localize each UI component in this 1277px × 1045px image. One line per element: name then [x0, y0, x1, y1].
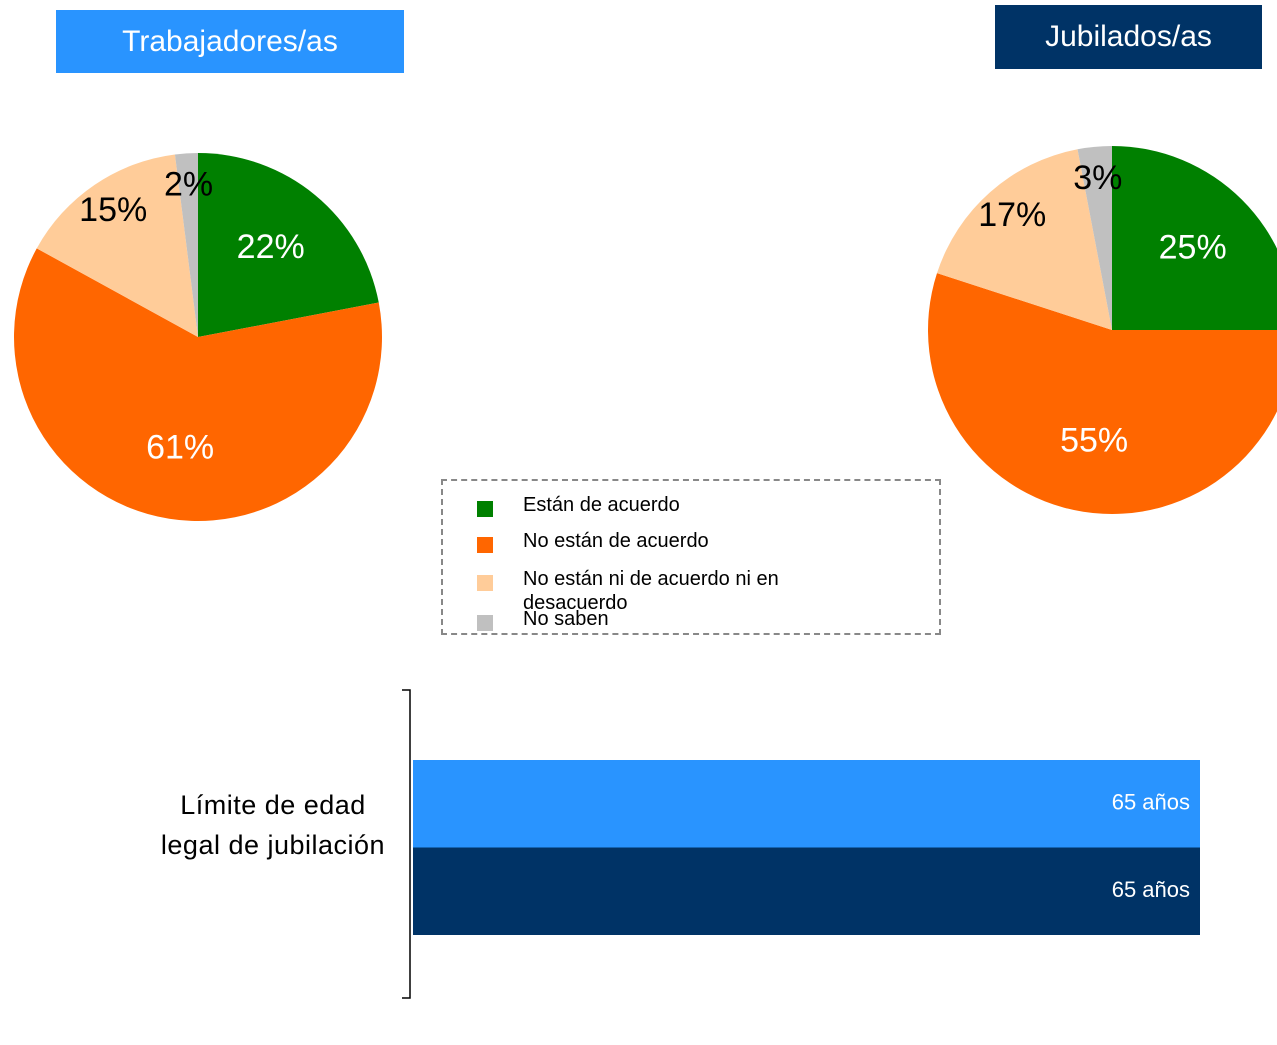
pie-slice — [1112, 146, 1277, 330]
legend-label: No están de acuerdo — [523, 530, 709, 552]
legend: Están de acuerdo No están de acuerdo No es… — [441, 479, 941, 635]
data-label: 17% — [978, 196, 1046, 234]
legend-label: Están de acuerdo — [523, 494, 680, 516]
pie-slice — [13, 248, 382, 521]
pie-slice — [937, 149, 1112, 330]
chart-title: Trabajadores/as — [56, 10, 404, 73]
legend-label: No están ni de acuerdo ni en desacuerdo — [523, 568, 779, 614]
legend-swatch — [477, 501, 493, 517]
pie-slice — [36, 154, 199, 337]
data-label: 2% — [164, 165, 213, 203]
data-label: 65 años — [1112, 877, 1190, 902]
pie-slice — [1077, 146, 1112, 330]
data-label: 15% — [79, 191, 147, 229]
legend-swatch — [477, 575, 493, 591]
data-label: 3% — [1073, 159, 1122, 197]
legend-swatch — [477, 615, 493, 631]
category-label: Límite de edad legal de jubilación — [160, 790, 386, 860]
data-label: 61% — [146, 429, 214, 467]
bar — [413, 847, 1200, 935]
legend-swatch — [477, 537, 493, 553]
data-label: 22% — [237, 228, 305, 266]
pie-slice — [174, 153, 198, 337]
data-label: 25% — [1159, 228, 1227, 266]
bar — [413, 760, 1200, 848]
data-label: 65 años — [1112, 790, 1190, 815]
pie-slice — [198, 153, 379, 337]
legend-label: No saben — [523, 608, 609, 630]
bracket — [402, 689, 411, 999]
data-label: 55% — [1060, 422, 1128, 460]
pie-slice — [928, 273, 1277, 514]
chart-title: Jubilados/as — [995, 5, 1262, 69]
